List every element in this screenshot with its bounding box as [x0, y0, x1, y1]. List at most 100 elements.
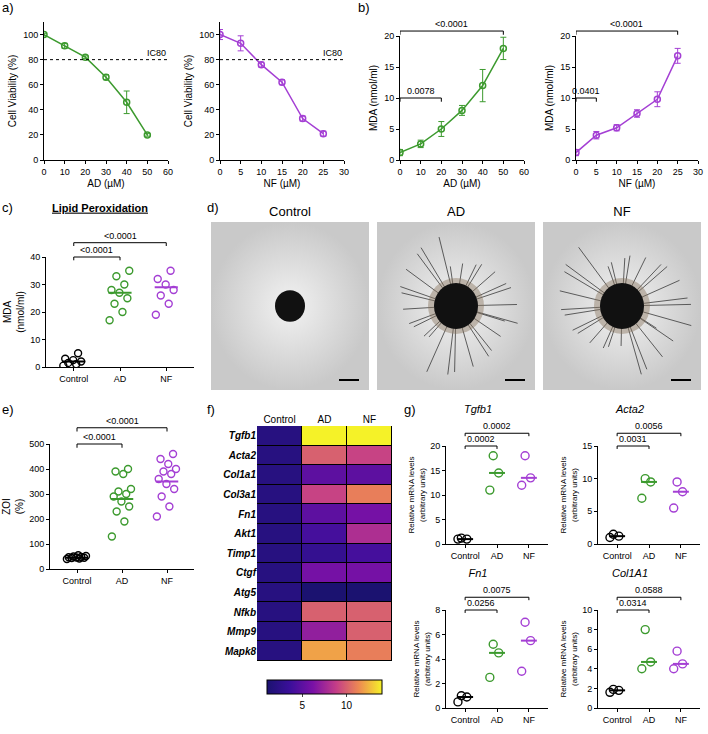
svg-text:<0.0001: <0.0001 [104, 231, 137, 241]
svg-text:NF: NF [613, 204, 630, 219]
svg-text:40: 40 [30, 252, 40, 262]
svg-text:Ctgf: Ctgf [236, 567, 258, 578]
svg-text:0: 0 [389, 155, 394, 165]
svg-text:10: 10 [430, 490, 440, 500]
svg-text:Tgfb1: Tgfb1 [229, 430, 257, 441]
svg-text:0: 0 [217, 167, 222, 177]
svg-text:20: 20 [298, 167, 308, 177]
svg-text:20: 20 [384, 31, 394, 41]
svg-text:AD: AD [447, 204, 465, 219]
svg-text:100: 100 [199, 30, 214, 40]
svg-text:0.0031: 0.0031 [619, 434, 647, 444]
svg-text:NF (µM): NF (µM) [619, 178, 656, 189]
svg-text:AD: AD [491, 551, 504, 561]
svg-text:Relative mRNA levels(arbitrary: Relative mRNA levels(arbitrary units) [559, 621, 578, 698]
svg-text:25: 25 [673, 167, 683, 177]
svg-text:MDA (nmol/ml): MDA (nmol/ml) [368, 65, 379, 131]
svg-text:NF: NF [675, 715, 687, 725]
svg-text:NF (µM): NF (µM) [264, 178, 301, 189]
svg-text:MDA(nmol/ml): MDA(nmol/ml) [2, 291, 26, 333]
svg-text:2: 2 [587, 684, 592, 694]
svg-text:NF: NF [363, 414, 376, 425]
svg-text:60: 60 [204, 80, 214, 90]
svg-text:Control: Control [62, 576, 91, 586]
svg-text:0: 0 [587, 703, 592, 713]
svg-text:<0.0001: <0.0001 [610, 19, 643, 29]
svg-text:0: 0 [573, 167, 578, 177]
svg-text:<0.0001: <0.0001 [435, 19, 468, 29]
svg-text:10: 10 [560, 93, 570, 103]
svg-text:Acta2: Acta2 [615, 404, 644, 415]
svg-text:15: 15 [430, 466, 440, 476]
svg-text:5: 5 [389, 124, 394, 134]
svg-text:0.0002: 0.0002 [467, 434, 495, 444]
svg-text:25: 25 [318, 167, 328, 177]
svg-text:Akt1: Akt1 [233, 528, 256, 539]
svg-text:0.0002: 0.0002 [483, 421, 511, 431]
svg-text:30: 30 [339, 167, 349, 177]
svg-text:20: 20 [80, 167, 90, 177]
svg-text:8: 8 [435, 605, 440, 615]
svg-text:5: 5 [565, 124, 570, 134]
svg-text:6: 6 [435, 630, 440, 640]
svg-text:Fn1: Fn1 [238, 509, 256, 520]
svg-text:6: 6 [587, 644, 592, 654]
svg-text:15: 15 [560, 62, 570, 72]
svg-text:0.0056: 0.0056 [635, 421, 663, 431]
svg-text:Nfkb: Nfkb [234, 607, 256, 618]
svg-text:50: 50 [498, 167, 508, 177]
svg-text:10: 10 [30, 335, 40, 345]
svg-text:10: 10 [416, 167, 426, 177]
svg-text:30: 30 [457, 167, 467, 177]
svg-text:MDA (nmol/ml): MDA (nmol/ml) [544, 65, 555, 131]
svg-text:NF: NF [523, 715, 535, 725]
svg-text:15: 15 [277, 167, 287, 177]
svg-text:10: 10 [256, 167, 266, 177]
svg-text:Control: Control [451, 715, 480, 725]
svg-text:20: 20 [28, 130, 38, 140]
svg-text:20: 20 [436, 167, 446, 177]
svg-text:AD: AD [643, 551, 656, 561]
svg-text:Fn1: Fn1 [469, 568, 488, 579]
svg-text:15: 15 [384, 62, 394, 72]
svg-text:Relative mRNA levels(arbitrary: Relative mRNA levels(arbitrary units) [407, 457, 426, 534]
svg-text:AD: AD [491, 715, 504, 725]
svg-text:0: 0 [397, 167, 402, 177]
svg-text:0: 0 [565, 155, 570, 165]
svg-text:10: 10 [60, 167, 70, 177]
svg-text:Acta2: Acta2 [228, 450, 257, 461]
svg-text:40: 40 [204, 105, 214, 115]
svg-text:<0.0001: <0.0001 [80, 245, 113, 255]
svg-text:40: 40 [122, 167, 132, 177]
svg-text:0: 0 [209, 155, 214, 165]
svg-text:ZOI(%): ZOI(%) [1, 498, 25, 515]
svg-text:AD: AD [318, 414, 332, 425]
svg-text:0: 0 [587, 539, 592, 549]
svg-text:Mmp9: Mmp9 [227, 626, 256, 637]
svg-text:400: 400 [29, 464, 44, 474]
svg-text:Control: Control [451, 551, 480, 561]
svg-text:AD: AD [116, 576, 129, 586]
svg-text:8: 8 [587, 625, 592, 635]
svg-text:Relative mRNA levels(arbitrary: Relative mRNA levels(arbitrary units) [559, 457, 578, 534]
svg-text:AD (µM): AD (µM) [87, 178, 124, 189]
svg-text:0.0588: 0.0588 [635, 585, 663, 595]
svg-text:Cell Viability (%): Cell Viability (%) [7, 55, 18, 128]
svg-text:10: 10 [582, 605, 592, 615]
svg-text:Col1a1: Col1a1 [223, 469, 256, 480]
svg-text:Cell Viability (%): Cell Viability (%) [183, 55, 194, 128]
svg-text:Control: Control [603, 551, 632, 561]
svg-text:Lipid Peroxidation: Lipid Peroxidation [52, 202, 148, 214]
svg-text:4: 4 [587, 664, 592, 674]
svg-text:Mapk8: Mapk8 [225, 646, 257, 657]
svg-text:0.0075: 0.0075 [483, 585, 511, 595]
svg-text:<0.0001: <0.0001 [106, 416, 139, 426]
svg-text:300: 300 [29, 489, 44, 499]
svg-text:IC80: IC80 [323, 48, 342, 58]
svg-text:AD: AD [114, 374, 127, 384]
svg-text:0: 0 [35, 362, 40, 372]
svg-text:60: 60 [163, 167, 173, 177]
svg-text:Timp1: Timp1 [227, 548, 257, 559]
svg-text:30: 30 [693, 167, 703, 177]
svg-text:0: 0 [39, 564, 44, 574]
